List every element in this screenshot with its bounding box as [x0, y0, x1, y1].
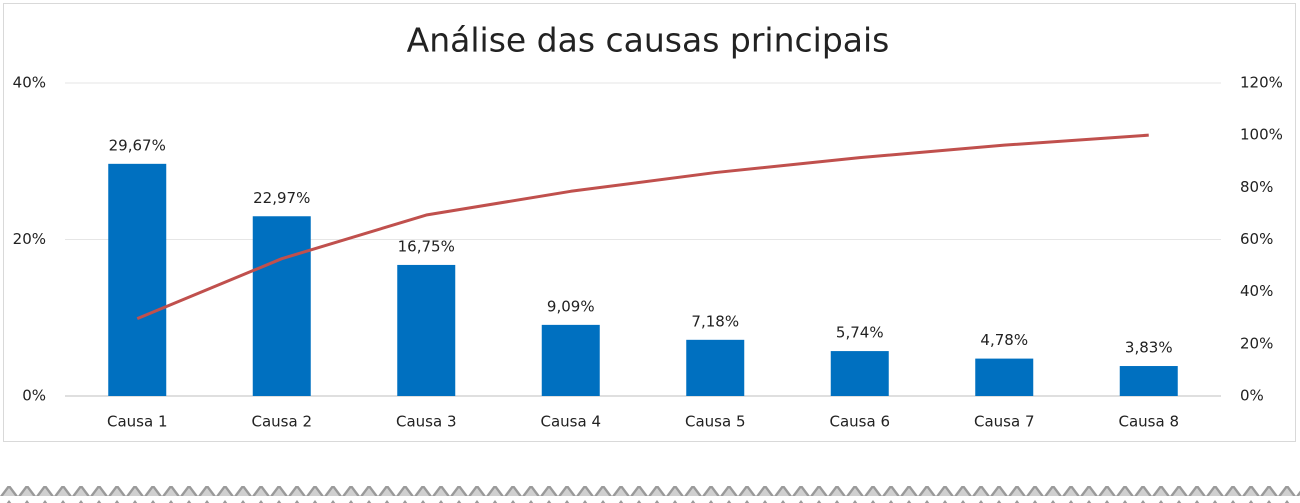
x-tick-label: Causa 6: [830, 413, 891, 431]
bar: [830, 351, 889, 396]
x-tick-label: Causa 1: [107, 413, 168, 431]
y-tick-label: 20%: [13, 230, 46, 248]
data-label: 9,09%: [547, 297, 595, 315]
bar: [975, 358, 1034, 396]
x-tick-label: Causa 7: [974, 413, 1035, 431]
line: [136, 133, 1149, 320]
data-label: 22,97%: [253, 189, 310, 207]
bar: [1119, 366, 1178, 396]
x-tick-label: Causa 2: [252, 413, 313, 431]
chart-title: Análise das causas principais: [407, 21, 890, 60]
bar: [397, 264, 456, 396]
zigzag-border: [0, 486, 1300, 503]
data-label: 16,75%: [398, 237, 455, 255]
data-label: 5,74%: [836, 324, 884, 342]
data-label: 3,83%: [1125, 339, 1173, 357]
x-tick-label: Causa 8: [1119, 413, 1180, 431]
x-tick-label: Causa 5: [685, 413, 746, 431]
data-label: 7,18%: [691, 312, 739, 330]
bar: [252, 216, 311, 396]
bar: [108, 163, 167, 396]
bar: [541, 324, 600, 396]
y2-tick-label: 120%: [1240, 74, 1283, 92]
y2-tick-label: 80%: [1240, 178, 1273, 196]
y2-tick-label: 60%: [1240, 230, 1273, 248]
data-label: 4,78%: [980, 331, 1028, 349]
y2-tick-label: 40%: [1240, 282, 1273, 300]
y2-tick-label: 0%: [1240, 387, 1264, 405]
chart-frame: [3, 3, 1296, 442]
y2-tick-label: 20%: [1240, 334, 1273, 352]
data-label: 29,67%: [109, 136, 166, 154]
y2-tick-label: 100%: [1240, 126, 1283, 144]
x-tick-label: Causa 3: [396, 413, 457, 431]
y-tick-label: 40%: [13, 74, 46, 92]
bar: [686, 339, 745, 396]
x-tick-label: Causa 4: [541, 413, 602, 431]
y-tick-label: 0%: [22, 387, 46, 405]
